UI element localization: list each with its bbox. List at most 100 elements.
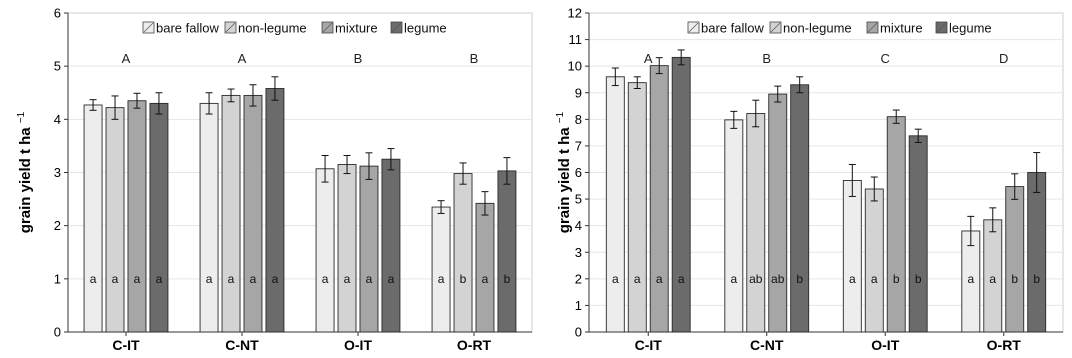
bar [842,180,862,333]
bar-significance-letter: a [206,272,213,286]
bar-significance-letter: ab [749,272,763,286]
legend-label: bare fallow [156,21,219,36]
legend-label: non-legume [783,21,852,36]
bar [381,158,401,333]
bar [627,82,647,333]
y-tick-label: 12 [568,6,582,21]
bar [431,206,451,333]
legend-item: bare fallow [687,21,764,36]
legend-swatch-hatch [770,22,781,33]
x-category-label: O-RT [987,337,1022,353]
bar-significance-letter: a [849,272,856,286]
y-axis-label: grain yield t ha −1 [16,111,34,233]
bar-significance-letter: a [612,272,619,286]
bar [149,102,169,333]
bar-significance-letter: a [272,272,279,286]
legend-swatch-hatch [391,22,402,33]
bar [315,168,335,333]
bar-significance-letter: a [989,272,996,286]
bar [790,84,810,333]
y-tick-label: 5 [54,59,61,74]
x-category-label: C-NT [225,337,259,353]
bar-significance-letter: b [796,272,803,286]
bar-significance-letter: a [366,272,373,286]
legend-label: non-legume [238,21,307,36]
y-tick-label: 0 [575,325,582,340]
bar [671,56,691,333]
bar [221,94,241,333]
y-tick-label: 6 [575,165,582,180]
group-significance-letter: C [881,51,890,66]
group-significance-letter: A [238,51,247,66]
group-significance-letter: B [470,51,479,66]
bar-significance-letter: a [388,272,395,286]
y-tick-label: 1 [54,271,61,286]
bar-significance-letter: a [112,272,119,286]
group-significance-letter: D [999,51,1008,66]
y-tick-label: 11 [569,32,583,47]
y-tick-label: 7 [575,138,582,153]
bar-significance-letter: b [915,272,922,286]
x-category-label: C-NT [750,337,784,353]
bar [243,94,263,333]
y-tick-label: 2 [54,218,61,233]
bar-significance-letter: b [893,272,900,286]
group-significance-letter: A [122,51,131,66]
bar [453,173,473,333]
y-tick-label: 8 [575,112,582,127]
bar [337,164,357,333]
legend-item: bare fallow [142,21,219,36]
y-tick-label: 2 [575,271,582,286]
bar-significance-letter: a [90,272,97,286]
bar [768,93,788,333]
bar [649,65,669,333]
legend-item: mixture [866,21,923,36]
legend-item: mixture [321,21,378,36]
y-tick-label: 4 [54,112,61,127]
x-category-label: C-IT [112,337,140,353]
bar-significance-letter: b [504,272,511,286]
bar [359,165,379,333]
y-tick-label: 9 [575,85,582,100]
bar-significance-letter: a [250,272,257,286]
legend-label: mixture [335,21,378,36]
bar [724,119,744,333]
bar [746,113,766,333]
legend-swatch-hatch [936,22,947,33]
legend-swatch-hatch [143,22,154,33]
bar-significance-letter: a [967,272,974,286]
bar-significance-letter: a [438,272,445,286]
y-tick-label: 5 [575,192,582,207]
legend-label: legume [949,21,992,36]
y-tick-label: 10 [568,59,582,74]
y-tick-label: 3 [54,165,61,180]
bar [497,170,517,333]
y-tick-label: 4 [575,218,582,233]
bar [605,76,625,333]
x-category-label: O-IT [871,337,899,353]
x-category-label: C-IT [635,337,663,353]
legend-item: legume [935,21,992,36]
bar [105,107,125,333]
y-tick-label: 1 [575,298,582,313]
bar-significance-letter: a [344,272,351,286]
x-category-label: O-RT [457,337,492,353]
y-tick-label: 0 [54,325,61,340]
bar-significance-letter: a [482,272,489,286]
bar-significance-letter: a [634,272,641,286]
y-tick-label: 3 [575,245,582,260]
bar-significance-letter: a [134,272,141,286]
legend-swatch-hatch [688,22,699,33]
bar [265,88,285,333]
y-axis-label: grain yield t ha −1 [555,111,573,233]
legend-label: mixture [880,21,923,36]
x-category-label: O-IT [344,337,372,353]
bar-significance-letter: a [678,272,685,286]
legend-label: bare fallow [701,21,764,36]
bar-significance-letter: a [156,272,163,286]
bar [908,135,928,333]
bar-significance-letter: a [656,272,663,286]
legend-item: non-legume [224,21,307,36]
